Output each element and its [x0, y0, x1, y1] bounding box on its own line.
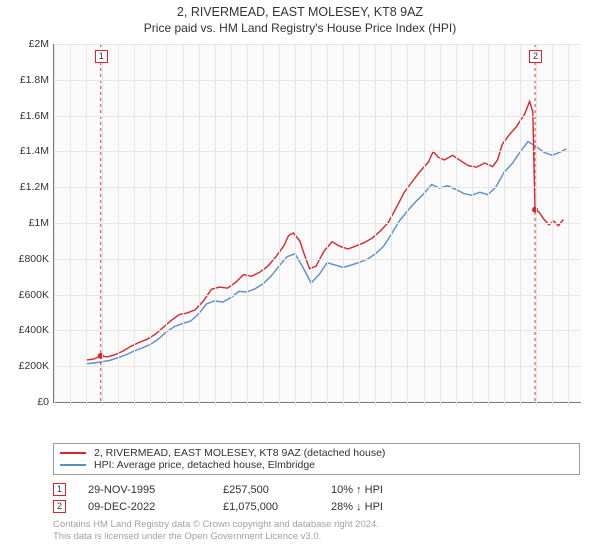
legend-row-hpi: HPI: Average price, detached house, Elmb…	[60, 459, 573, 471]
y-tick-label: £400K	[19, 324, 49, 336]
transaction-date: 29-NOV-1995	[88, 484, 223, 496]
gridline-v	[231, 44, 232, 406]
gridline-v	[568, 44, 569, 406]
transaction-date: 09-DEC-2022	[88, 501, 223, 513]
transaction-row: 1 29-NOV-1995£257,50010% ↑ HPI	[53, 481, 580, 498]
gridline-h	[54, 366, 581, 367]
marker-box: 2	[529, 50, 542, 63]
plot-area: 12	[53, 44, 581, 403]
gridline-v	[440, 44, 441, 406]
y-tick-label: £2M	[29, 38, 49, 50]
chart-title-block: 2, RIVERMEAD, EAST MOLESEY, KT8 9AZ Pric…	[0, 0, 600, 35]
chart-title-address: 2, RIVERMEAD, EAST MOLESEY, KT8 9AZ	[0, 5, 600, 19]
gridline-v	[327, 44, 328, 406]
gridline-v	[134, 44, 135, 406]
y-tick-label: £800K	[19, 253, 49, 265]
chart-title-subtitle: Price paid vs. HM Land Registry's House …	[0, 21, 600, 35]
gridline-v	[118, 44, 119, 406]
gridline-h	[54, 187, 581, 188]
gridline-v	[263, 44, 264, 406]
gridline-v	[54, 44, 55, 406]
gridline-v	[472, 44, 473, 406]
gridline-v	[70, 44, 71, 406]
gridline-v	[456, 44, 457, 406]
gridline-h	[54, 223, 581, 224]
y-tick-label: £1.8M	[20, 74, 49, 86]
gridline-v	[407, 44, 408, 406]
y-tick-label: £600K	[19, 289, 49, 301]
transaction-pct: 10% ↑ HPI	[331, 484, 421, 496]
transaction-marker: 2	[53, 500, 66, 513]
gridline-v	[536, 44, 537, 406]
y-tick-label: £1.6M	[20, 110, 49, 122]
gridline-v	[504, 44, 505, 406]
legend-label-property: 2, RIVERMEAD, EAST MOLESEY, KT8 9AZ (det…	[94, 447, 385, 459]
footer-line2: This data is licensed under the Open Gov…	[53, 531, 580, 543]
y-tick-label: £1M	[29, 217, 49, 229]
legend-and-footer: 2, RIVERMEAD, EAST MOLESEY, KT8 9AZ (det…	[53, 443, 580, 543]
gridline-h	[54, 80, 581, 81]
gridline-v	[183, 44, 184, 406]
gridline-v	[199, 44, 200, 406]
series-line	[86, 101, 563, 360]
footer-line1: Contains HM Land Registry data © Crown c…	[53, 519, 580, 531]
transaction-marker: 1	[53, 483, 66, 496]
y-tick-label: £1.2M	[20, 181, 49, 193]
footer-attribution: Contains HM Land Registry data © Crown c…	[53, 519, 580, 543]
gridline-v	[343, 44, 344, 406]
gridline-v	[552, 44, 553, 406]
y-tick-label: £0	[37, 396, 49, 408]
transaction-price: £1,075,000	[223, 501, 331, 513]
gridline-v	[102, 44, 103, 406]
legend-row-property: 2, RIVERMEAD, EAST MOLESEY, KT8 9AZ (det…	[60, 447, 573, 459]
legend-box: 2, RIVERMEAD, EAST MOLESEY, KT8 9AZ (det…	[53, 443, 580, 475]
gridline-h	[54, 44, 581, 45]
legend-swatch-hpi	[60, 464, 86, 466]
marker-box: 1	[95, 50, 108, 63]
gridline-v	[488, 44, 489, 406]
price-chart: 2, RIVERMEAD, EAST MOLESEY, KT8 9AZ Pric…	[0, 0, 600, 560]
gridline-v	[359, 44, 360, 406]
gridline-h	[54, 330, 581, 331]
gridline-v	[215, 44, 216, 406]
gridline-v	[391, 44, 392, 406]
gridline-v	[424, 44, 425, 406]
transaction-rows: 1 29-NOV-1995£257,50010% ↑ HPI 2 09-DEC-202…	[53, 481, 580, 515]
gridline-v	[375, 44, 376, 406]
transaction-price: £257,500	[223, 484, 331, 496]
y-tick-label: £1.4M	[20, 145, 49, 157]
transaction-row: 2 09-DEC-2022£1,075,00028% ↓ HPI	[53, 498, 580, 515]
legend-swatch-property	[60, 452, 86, 454]
transaction-pct: 28% ↓ HPI	[331, 501, 421, 513]
gridline-h	[54, 259, 581, 260]
gridline-v	[247, 44, 248, 406]
gridline-v	[520, 44, 521, 406]
gridline-v	[295, 44, 296, 406]
gridline-v	[86, 44, 87, 406]
gridline-v	[150, 44, 151, 406]
legend-label-hpi: HPI: Average price, detached house, Elmb…	[94, 459, 315, 471]
gridline-v	[166, 44, 167, 406]
gridline-v	[279, 44, 280, 406]
gridline-h	[54, 116, 581, 117]
y-tick-label: £200K	[19, 360, 49, 372]
gridline-h	[54, 295, 581, 296]
gridline-h	[54, 151, 581, 152]
gridline-v	[311, 44, 312, 406]
